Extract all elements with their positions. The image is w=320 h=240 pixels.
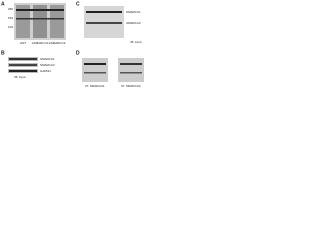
blot [82,58,108,82]
lane [16,5,30,38]
band [9,70,37,72]
band [9,58,37,60]
row-label: GAPDH [40,69,51,73]
blot [118,58,144,82]
footer: IB: input [14,75,25,79]
band [120,72,142,74]
footer: IP: SMARCC1 [85,84,105,88]
band [16,18,64,20]
marker: 150 [8,16,13,20]
band [86,11,122,13]
marker: 250 [8,7,13,11]
lane [33,5,47,38]
band [86,22,122,24]
band [16,9,64,11]
lane [50,5,64,38]
footer: IB: input [130,40,141,44]
panel-label: A [1,1,5,7]
panel-label: C [76,1,80,7]
band [84,72,106,74]
row-label: SMARCC2 [40,63,55,67]
panel-label: D [76,50,80,56]
row-label: SMARCC1 [126,10,141,14]
row-label: SMARCC1 [40,57,55,61]
lane-label: siSMARCC2 [49,41,66,45]
panel-label: B [1,50,5,56]
band [120,63,142,65]
lane-label: siNT [20,41,26,45]
footer: IP: SMARCC2 [121,84,141,88]
row-label: SMARCC2 [126,21,141,25]
band [84,63,106,65]
band [9,64,37,66]
figure: A 250 150 100 siNT siSMARCC1 siSMARCC2 B… [1,1,144,88]
lane-label: siSMARCC1 [32,41,49,45]
marker: 100 [8,25,13,29]
